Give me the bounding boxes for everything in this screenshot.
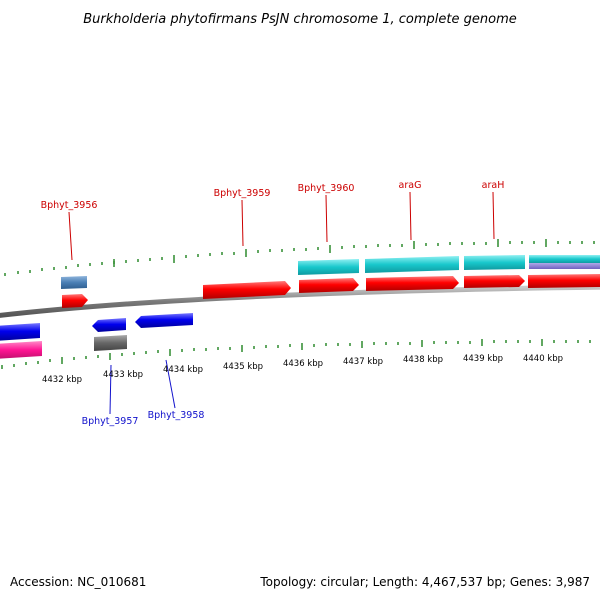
- tick-label: 4434 kbp: [163, 365, 203, 375]
- gene-arah[interactable]: [464, 275, 525, 288]
- gene-bphyt-3956[interactable]: [62, 294, 88, 308]
- feature-cyan-1[interactable]: [298, 259, 359, 275]
- gene-bphyt-3960[interactable]: [299, 278, 359, 293]
- gene-label-bphyt-3960[interactable]: Bphyt_3960: [298, 183, 355, 194]
- tick-label: 4435 kbp: [223, 362, 263, 372]
- outer-tick-ring: [4, 239, 595, 276]
- gene-label-bphyt-3959[interactable]: Bphyt_3959: [214, 188, 271, 199]
- label-leader-lines: [68, 191, 495, 415]
- feature-gray[interactable]: [94, 335, 127, 351]
- position-tick-labels: 4432 kbp 4433 kbp 4434 kbp 4435 kbp 4436…: [42, 354, 563, 385]
- gene-bphyt-3959[interactable]: [203, 281, 291, 299]
- feature-cyan-3[interactable]: [464, 255, 525, 270]
- gene-label-arah[interactable]: araH: [482, 180, 505, 191]
- tick-label: 4432 kbp: [42, 375, 82, 385]
- feature-cyan-4[interactable]: [529, 255, 600, 263]
- inner-tick-ring: [1, 339, 591, 369]
- gene-arag[interactable]: [366, 276, 459, 291]
- gene-label-bphyt-3958[interactable]: Bphyt_3958: [148, 410, 205, 421]
- map-title: Burkholderia phytofirmans PsJN chromosom…: [83, 12, 517, 27]
- forward-gene-track: [62, 274, 600, 308]
- gene-label-bphyt-3957[interactable]: Bphyt_3957: [82, 416, 139, 427]
- gene-label-arag[interactable]: araG: [399, 180, 422, 191]
- tick-label: 4437 kbp: [343, 357, 383, 367]
- feature-cyan-2[interactable]: [365, 256, 459, 273]
- tick-label: 4436 kbp: [283, 359, 323, 369]
- gene-next-forward[interactable]: [528, 274, 600, 288]
- gene-labels: Bphyt_3956 Bphyt_3959 Bphyt_3960 araG ar…: [41, 180, 505, 427]
- tick-label: 4438 kbp: [403, 355, 443, 365]
- feature-purple[interactable]: [529, 263, 600, 269]
- gene-reverse-left[interactable]: [0, 323, 40, 341]
- gene-bphyt-3957[interactable]: [92, 318, 126, 332]
- reverse-gene-track: [0, 313, 193, 341]
- genome-backbone: [0, 284, 600, 318]
- feature-magenta[interactable]: [0, 341, 42, 359]
- genome-summary-text: Topology: circular; Length: 4,467,537 bp…: [259, 575, 590, 589]
- tick-label: 4433 kbp: [103, 370, 143, 380]
- outer-feature-track: [61, 255, 600, 289]
- gene-label-bphyt-3956[interactable]: Bphyt_3956: [41, 200, 98, 211]
- tick-label: 4440 kbp: [523, 354, 563, 364]
- inner-feature-track: [0, 335, 127, 359]
- gene-bphyt-3958[interactable]: [135, 313, 193, 328]
- tick-label: 4439 kbp: [463, 354, 503, 364]
- accession-text: Accession: NC_010681: [10, 575, 146, 589]
- feature-steelblue[interactable]: [61, 276, 87, 289]
